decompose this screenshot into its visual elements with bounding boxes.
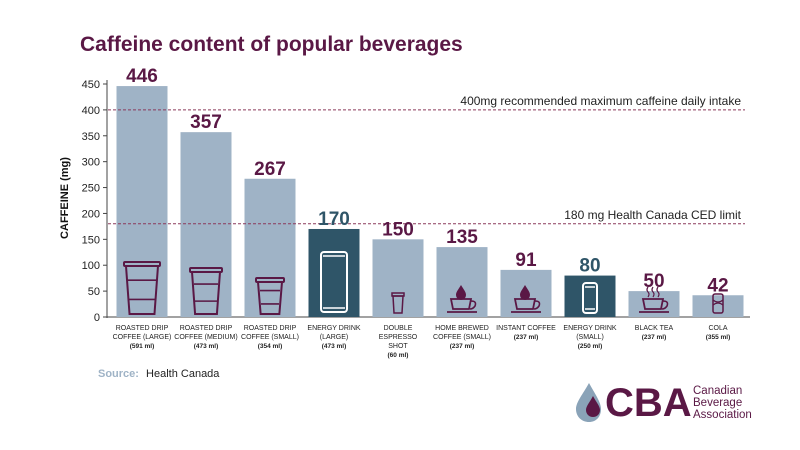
bar-value-label: 42 [707,275,728,296]
category-label: ENERGY DRINK [563,325,616,332]
category-label: COFFEE (SMALL) [433,334,491,341]
category-label: SHOT [388,343,408,350]
y-tick-label: 50 [88,286,100,298]
reference-lines: 400mg recommended maximum caffeine daily… [108,94,745,225]
y-tick-label: 150 [82,234,100,246]
category-label: (SMALL) [576,334,604,341]
category-volume: (60 ml) [388,352,409,359]
energy-can-large-icon [320,251,348,313]
category-volume: (354 ml) [258,343,283,350]
category-volume: (237 ml) [642,334,667,341]
value-labels: 446 357 267 170 150 135 91 80 50 42 [126,66,728,296]
category-volume: (250 ml) [578,343,603,350]
bar-value-label: 80 [579,256,600,277]
logo-line-2: Beverage [693,397,742,409]
soda-can-icon [712,293,724,314]
bar-icons [123,251,724,315]
category-label: ROASTED DRIP [116,325,169,332]
source-text: Health Canada [146,368,220,380]
category-label: COFFEE (LARGE) [113,334,172,341]
category-label: COLA [708,325,727,332]
bar-value-label: 91 [515,250,537,271]
espresso-cup-icon [391,292,405,314]
category-volume: (473 ml) [194,343,219,350]
category-label: ROASTED DRIP [244,325,297,332]
bar-value-label: 50 [643,271,664,292]
category-label: ENERGY DRINK [307,325,360,332]
logo-acronym: CBA [605,381,692,425]
bar [308,228,360,317]
y-tick-label: 450 [82,79,100,91]
y-axis-ticks: 0 50 100 150 200 250 300 350 400 450 [82,79,107,324]
bar-value-label: 150 [382,219,414,240]
logo-line-1: Canadian [693,385,742,397]
category-label: INSTANT COFFEE [496,325,556,332]
bar [692,295,744,317]
coffee-cup-large-icon [123,261,161,315]
y-tick-label: 200 [82,208,100,220]
bar [180,132,232,317]
bar-value-label: 357 [190,112,222,133]
category-volume: (473 ml) [322,343,347,350]
chart-title: Caffeine content of popular beverages [80,33,463,56]
bar-value-label: 135 [446,227,478,248]
y-tick-label: 100 [82,260,100,272]
category-label: COFFEE (SMALL) [241,334,299,341]
bar [244,178,296,317]
bar [436,247,488,317]
tea-mug-icon [639,286,669,313]
category-label: (LARGE) [320,334,348,341]
y-tick-label: 250 [82,183,100,195]
logo-line-3: Association [693,409,752,421]
bar-value-label: 446 [126,66,158,87]
bar-value-label: 170 [318,209,350,230]
category-volume: (237 ml) [450,343,475,350]
coffee-cup-medium-icon [189,267,223,315]
category-label: ESPRESSO [379,334,418,341]
category-volume: (355 ml) [706,334,731,341]
mug-with-drop-icon [511,285,541,313]
source-label: Source: [98,368,139,380]
y-tick-label: 0 [94,312,100,324]
y-axis-label: CAFFEINE (mg) [59,157,71,239]
cba-logo: CBA Canadian Beverage Association [576,381,752,425]
y-tick-label: 400 [82,105,100,117]
source-line: Source: Health Canada [98,368,220,380]
mug-with-drop-icon [447,285,477,313]
energy-can-small-icon [582,282,598,314]
drop-logo-icon [576,383,601,422]
coffee-cup-small-icon [255,277,285,315]
reference-line-label: 400mg recommended maximum caffeine daily… [460,94,741,108]
bar [116,86,168,318]
category-label: HOME BREWED [435,325,489,332]
bar [372,239,424,317]
y-tick-label: 300 [82,157,100,169]
category-label: DOUBLE [384,325,413,332]
bar-value-label: 267 [254,159,286,180]
category-label: ROASTED DRIP [180,325,233,332]
category-label: COFFEE (MEDIUM) [174,334,237,341]
category-volume: (237 ml) [514,334,539,341]
drop-accent-icon [586,396,600,417]
category-labels: ROASTED DRIP COFFEE (LARGE) (591 ml) ROASTE… [113,325,731,359]
reference-line-label: 180 mg Health Canada CED limit [564,208,741,222]
bar [564,275,616,317]
category-volume: (591 ml) [130,343,155,350]
y-tick-label: 350 [82,131,100,143]
category-label: BLACK TEA [635,325,674,332]
